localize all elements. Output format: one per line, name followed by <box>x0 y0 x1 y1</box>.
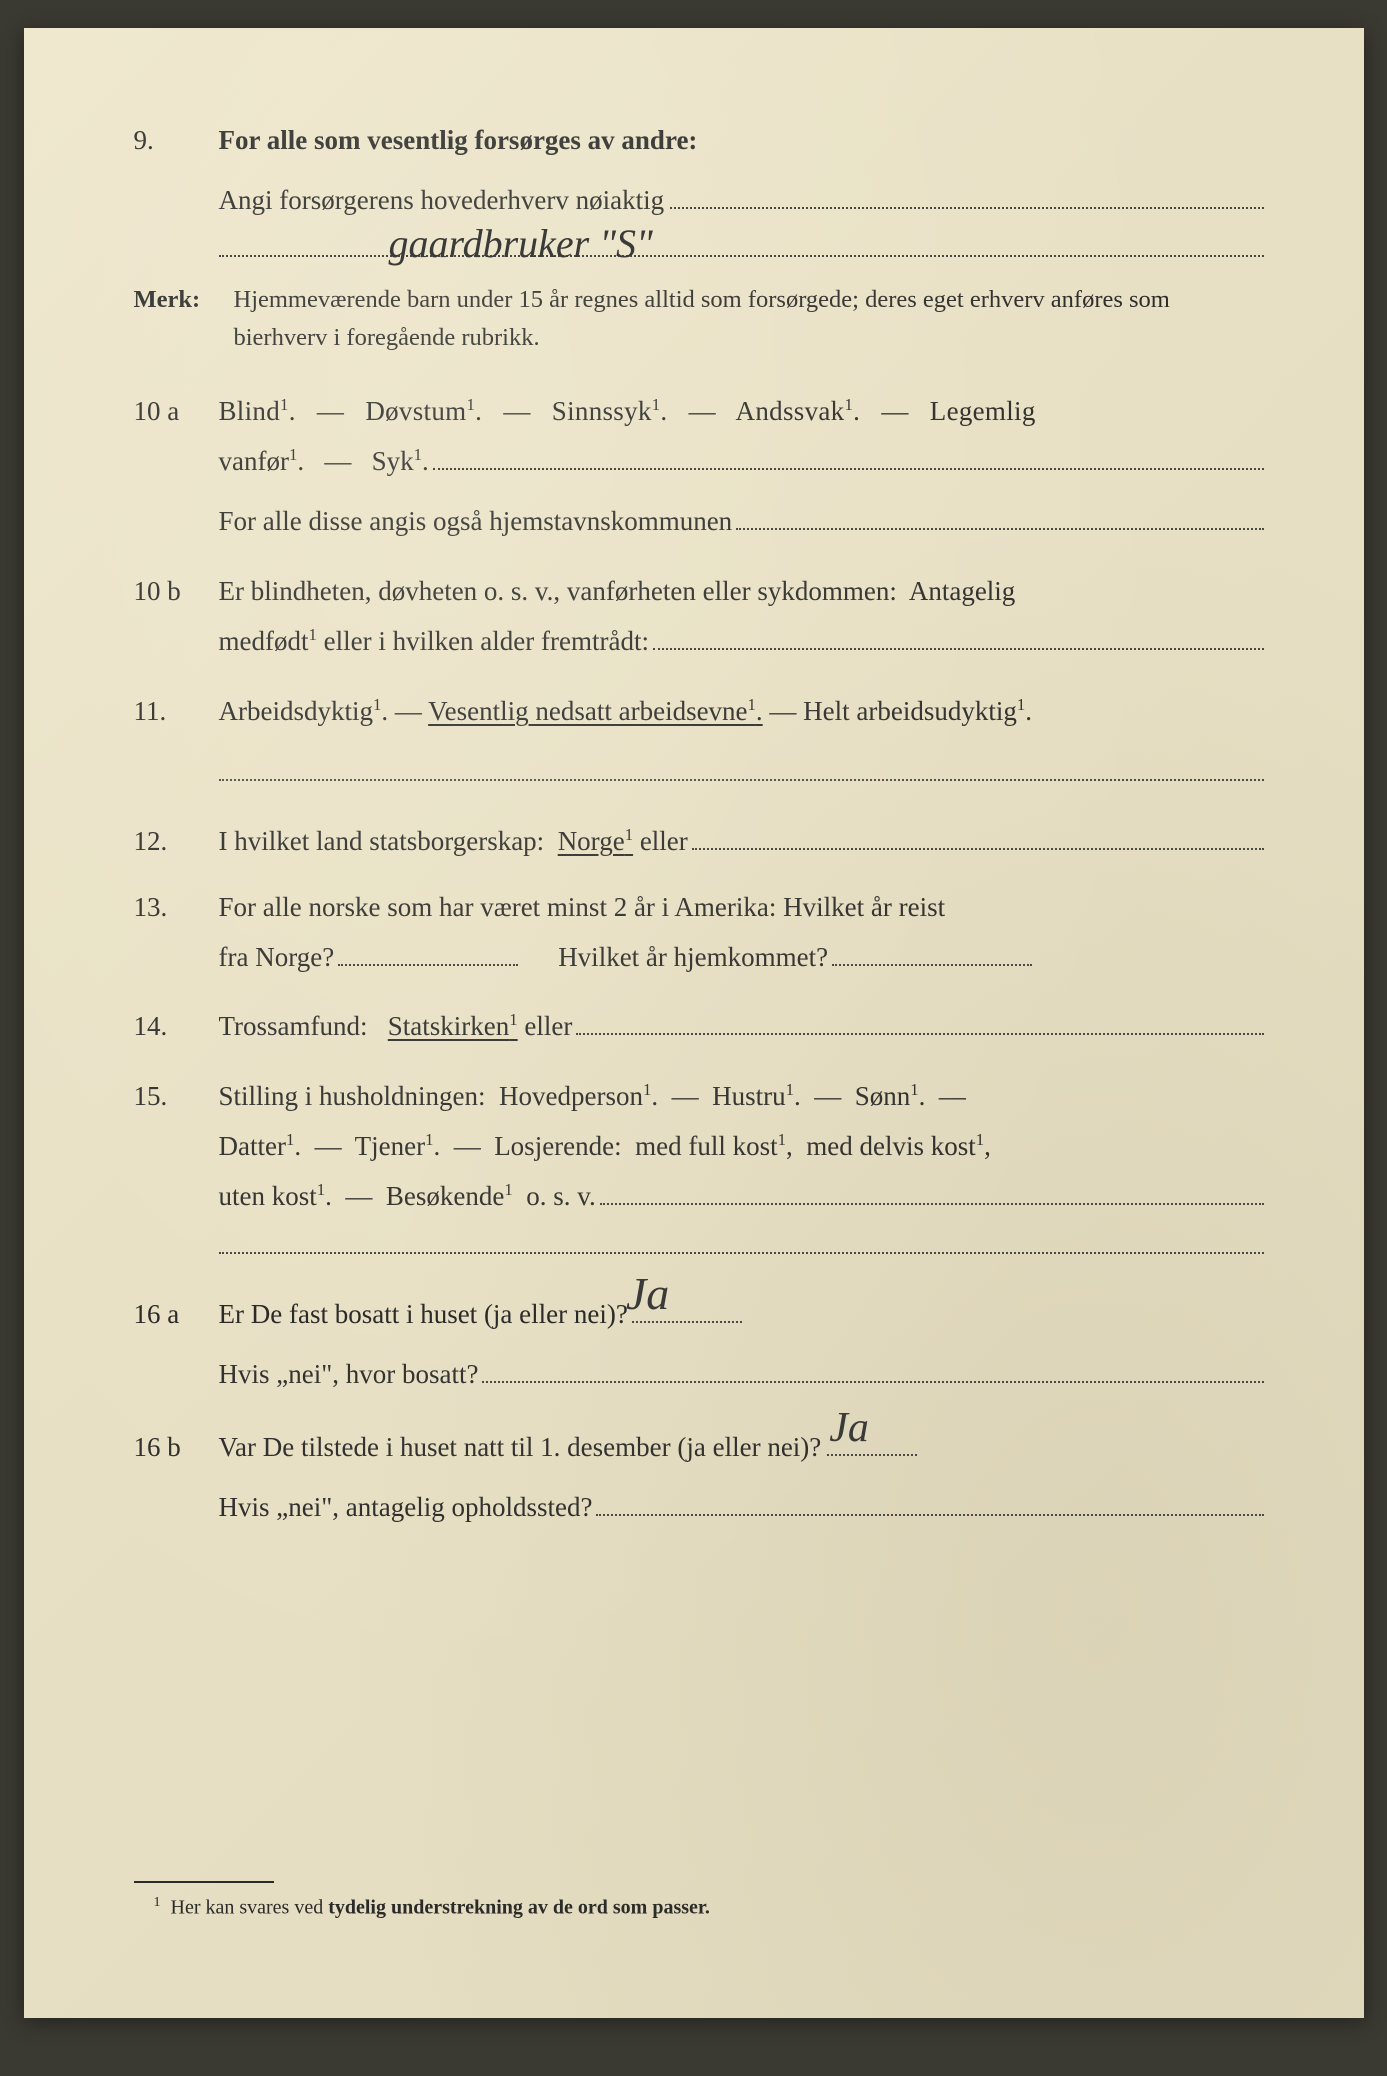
q16b-row: 16 b Var De tilstede i huset natt til 1.… <box>134 1425 1264 1471</box>
q16a-fill2 <box>482 1353 1263 1383</box>
q16b-q: Var De tilstede i huset natt til 1. dese… <box>219 1425 1264 1471</box>
q9-handwriting-row: gaardbruker "S" <box>134 228 1264 258</box>
q10b-row2: medfødt1 eller i hvilken alder fremtrådt… <box>134 619 1264 665</box>
q13-number: 13. <box>134 885 219 931</box>
q10a-number: 10 a <box>134 389 219 435</box>
q15-text2: Datter1. — Tjener1. — Losjerende: med fu… <box>219 1124 1264 1170</box>
q10b-cont: medfødt1 eller i hvilken alder fremtrådt… <box>219 619 649 665</box>
q10a-row3: For alle disse angis også hjemstavnskomm… <box>134 499 1264 545</box>
q10a-cont: vanfør1. — Syk1. <box>219 439 429 485</box>
q16a-row2: Hvis „nei", hvor bosatt? <box>134 1352 1264 1398</box>
q15-row: 15. Stilling i husholdningen: Hovedperso… <box>134 1074 1264 1120</box>
q16a-row: 16 a Er De fast bosatt i huset (ja eller… <box>134 1292 1264 1338</box>
q10a-row: 10 a Blind1. — Døvstum1. — Sinnssyk1. — … <box>134 389 1264 435</box>
q10a-fill2 <box>736 501 1263 531</box>
q16a-line2: Hvis „nei", hvor bosatt? <box>219 1352 479 1398</box>
q14-number: 14. <box>134 1004 219 1050</box>
q16a-handwritten-answer: Ja <box>626 1255 669 1333</box>
q15-fill <box>600 1175 1264 1205</box>
q9-handwritten-answer: gaardbruker "S" <box>389 210 653 278</box>
footnote: 1 Her kan svares ved tydelig understrekn… <box>134 1895 1264 1920</box>
q10a-fill <box>433 441 1264 471</box>
q9-fill <box>670 179 1263 209</box>
q15-text3: uten kost1. — Besøkende1 o. s. v. <box>219 1174 596 1220</box>
q9-fill2: gaardbruker "S" <box>219 228 1264 258</box>
q16a-number: 16 a <box>134 1292 219 1338</box>
q16a-q: Er De fast bosatt i huset (ja eller nei)… <box>219 1292 1264 1338</box>
q16b-fill2 <box>596 1487 1263 1517</box>
q10b-fill <box>653 620 1264 650</box>
q16b-question-text: Var De tilstede i huset natt til 1. dese… <box>219 1425 822 1471</box>
q11-row: 11. Arbeidsdyktig1. — Vesentlig nedsatt … <box>134 689 1264 735</box>
q15-row4 <box>134 1224 1264 1254</box>
q10b-number: 10 b <box>134 569 219 615</box>
q10a-options: Blind1. — Døvstum1. — Sinnssyk1. — Andss… <box>219 389 1264 435</box>
q11-number: 11. <box>134 689 219 735</box>
merk-text: Hjemmeværende barn under 15 år regnes al… <box>234 281 1264 357</box>
q13-row: 13. For alle norske som har været minst … <box>134 885 1264 931</box>
q16b-handwritten-answer: Ja <box>829 1393 869 1464</box>
footnote-pre: Her kan svares ved <box>171 1897 329 1919</box>
q9-number: 9. <box>134 118 219 164</box>
footnote-marker: 1 <box>154 1895 161 1910</box>
q15-number: 15. <box>134 1074 219 1120</box>
q16b-line2: Hvis „nei", antagelig opholdssted? <box>219 1485 593 1531</box>
q10b-text: Er blindheten, døvheten o. s. v., vanfør… <box>219 569 1264 615</box>
q13-line2a: fra Norge? <box>219 935 335 981</box>
q14-text: Trossamfund: Statskirken1 eller <box>219 1004 1264 1050</box>
q15-text: Stilling i husholdningen: Hovedperson1. … <box>219 1074 1264 1120</box>
q12-text: I hvilket land statsborgerskap: Norge1 e… <box>219 819 1264 865</box>
q12-row: 12. I hvilket land statsborgerskap: Norg… <box>134 819 1264 865</box>
q13-row2: fra Norge? Hvilket år hjemkommet? <box>134 935 1264 981</box>
q14-row: 14. Trossamfund: Statskirken1 eller <box>134 1004 1264 1050</box>
footnote-bold: tydelig understrekning av de ord som pas… <box>328 1897 710 1919</box>
census-form-page: 9. For alle som vesentlig forsørges av a… <box>24 28 1364 2018</box>
q13-fill2 <box>832 936 1032 966</box>
q15-row3: uten kost1. — Besøkende1 o. s. v. <box>134 1174 1264 1220</box>
q9-title-row: 9. For alle som vesentlig forsørges av a… <box>134 118 1264 164</box>
q10a-row2: vanfør1. — Syk1. <box>134 439 1264 485</box>
merk-label: Merk: <box>134 281 234 319</box>
footnote-rule <box>134 1881 274 1883</box>
q16a-fill: Ja <box>632 1293 742 1323</box>
q16b-fill: Ja <box>827 1427 917 1457</box>
q13-fill1 <box>338 936 518 966</box>
q10a-line2: For alle disse angis også hjemstavnskomm… <box>219 499 733 545</box>
q13-line2b: Hvilket år hjemkommet? <box>558 935 828 981</box>
q16b-number: 16 b <box>134 1425 219 1471</box>
q9-line: Angi forsørgerens hovederhverv nøiaktig <box>134 178 1264 224</box>
q16a-question-text: Er De fast bosatt i huset (ja eller nei)… <box>219 1292 628 1338</box>
q10b-row: 10 b Er blindheten, døvheten o. s. v., v… <box>134 569 1264 615</box>
q16b-row2: Hvis „nei", antagelig opholdssted? <box>134 1485 1264 1531</box>
q15-fill2 <box>219 1224 1264 1254</box>
divider-line <box>219 779 1264 781</box>
q15-row2: Datter1. — Tjener1. — Losjerende: med fu… <box>134 1124 1264 1170</box>
q11-text: Arbeidsdyktig1. — Vesentlig nedsatt arbe… <box>219 689 1264 735</box>
q13-line1: For alle norske som har været minst 2 år… <box>219 885 1264 931</box>
merk-row: Merk: Hjemmeværende barn under 15 år reg… <box>134 281 1264 357</box>
q12-number: 12. <box>134 819 219 865</box>
q12-fill <box>692 820 1264 850</box>
q14-fill <box>576 1006 1263 1036</box>
q9-title: For alle som vesentlig forsørges av andr… <box>219 118 1264 164</box>
